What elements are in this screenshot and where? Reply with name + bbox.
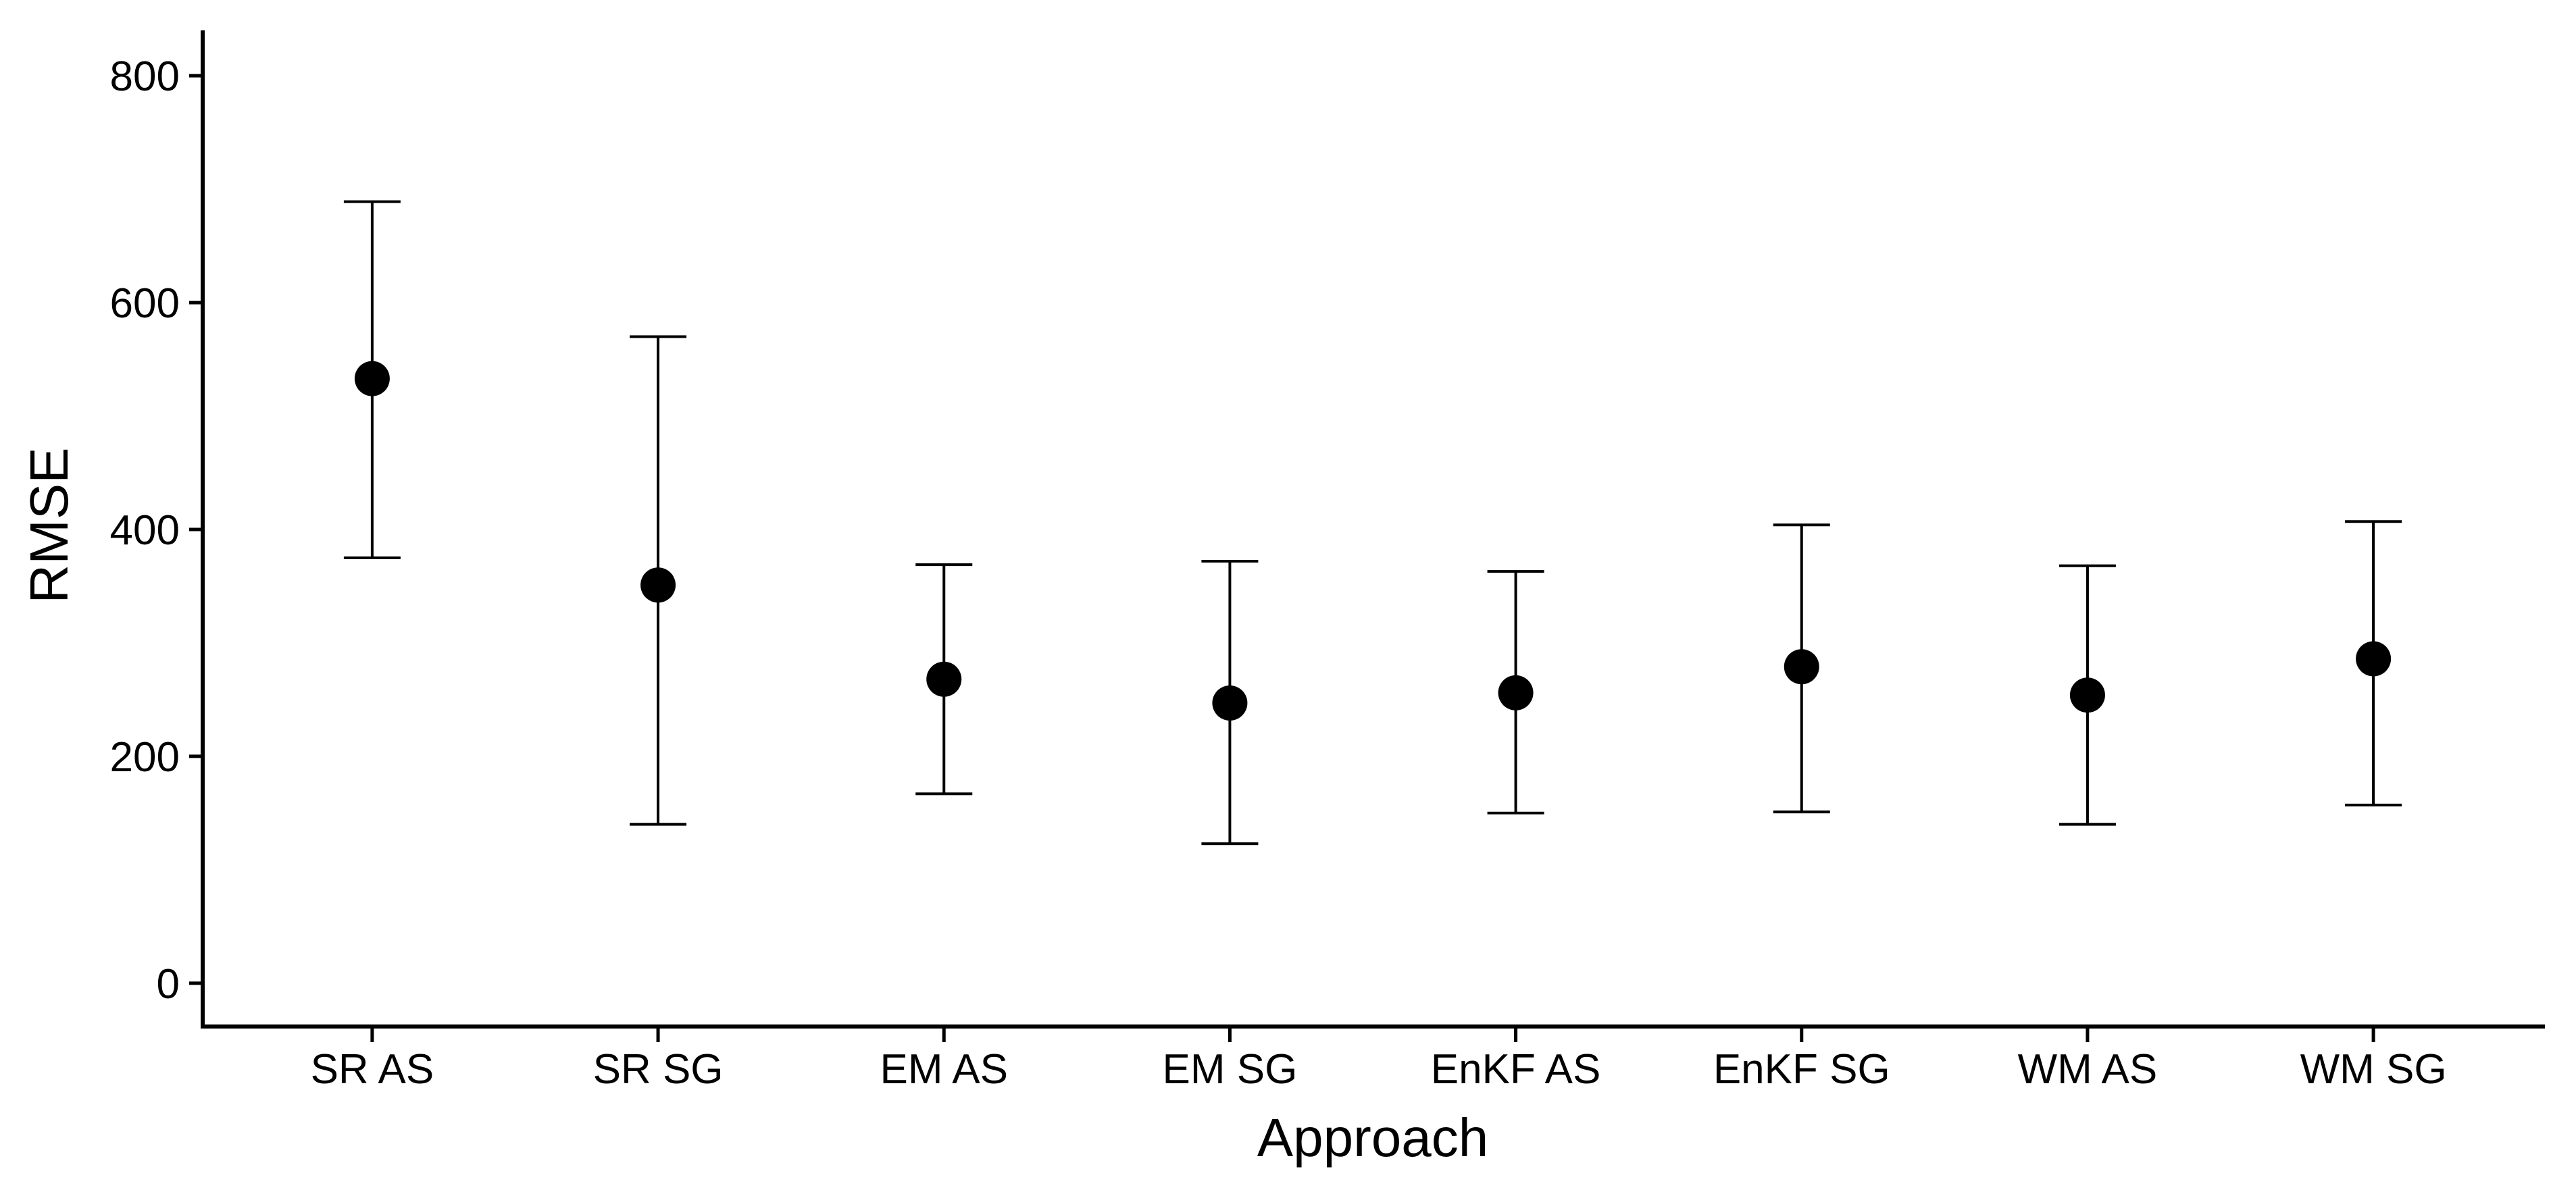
mean-point	[1212, 685, 1248, 721]
mean-point	[2069, 677, 2105, 713]
error-bar-point	[630, 335, 687, 826]
error-bar-point	[2059, 564, 2116, 826]
x-tick-label: WM AS	[2018, 1046, 2158, 1093]
x-tick-label: EnKF SG	[1713, 1046, 1890, 1093]
mean-point	[640, 567, 676, 603]
x-tick-label: EM SG	[1163, 1046, 1298, 1093]
y-axis-title: RMSE	[19, 447, 79, 603]
mean-point	[926, 661, 962, 697]
error-bar-point	[1201, 560, 1259, 846]
error-bar-point	[343, 200, 401, 559]
error-bar-point	[1773, 523, 1830, 814]
y-tick-label: 400	[110, 507, 180, 554]
y-tick-label: 0	[157, 961, 180, 1008]
error-bar-point	[1487, 570, 1544, 814]
x-tick-label: WM SG	[2300, 1046, 2447, 1093]
mean-point	[1784, 649, 1819, 685]
y-tick-label: 200	[110, 734, 180, 781]
y-tick-label: 800	[110, 53, 180, 100]
mean-point	[2356, 641, 2392, 677]
x-axis-title: Approach	[1257, 1108, 1488, 1168]
mean-point	[354, 361, 390, 396]
error-bar-point	[915, 563, 973, 796]
error-bar-series	[343, 200, 2402, 846]
axes: 0 200 400 600 800 SR AS SR SG EM AS EM SG EnKF AS…	[110, 30, 2545, 1093]
x-tick-label: SR AS	[311, 1046, 434, 1093]
error-bar-point	[2345, 520, 2402, 807]
mean-point	[1498, 675, 1534, 710]
x-tick-label: SR SG	[593, 1046, 724, 1093]
x-tick-label: EM AS	[880, 1046, 1008, 1093]
x-tick-label: EnKF AS	[1431, 1046, 1601, 1093]
y-tick-label: 600	[110, 280, 180, 327]
